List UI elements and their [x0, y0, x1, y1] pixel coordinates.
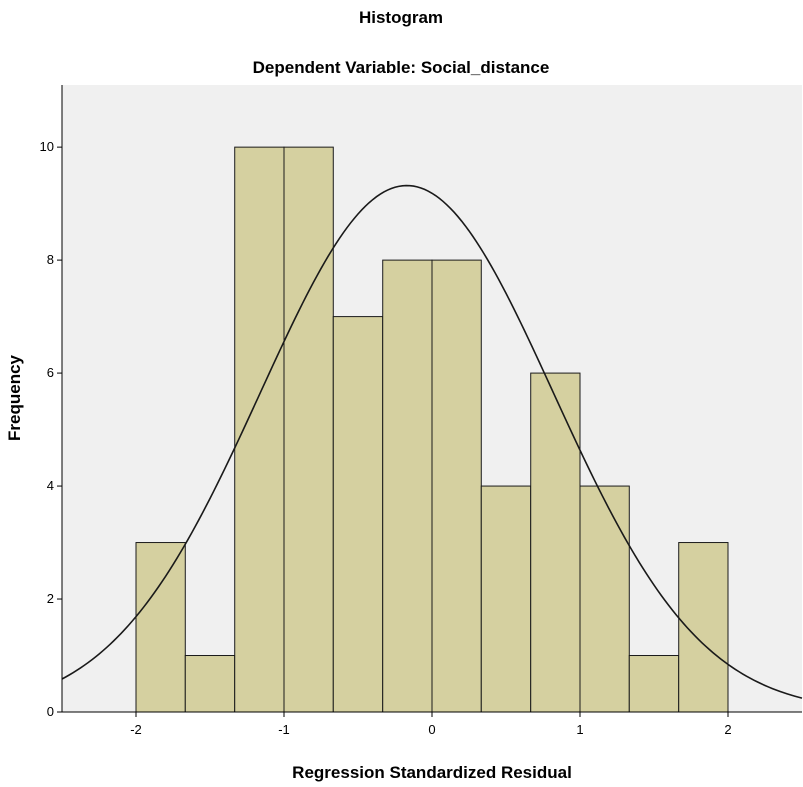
histogram-bar	[332, 316, 384, 713]
y-tick-label: 10	[40, 139, 54, 154]
y-tick-label: 8	[47, 252, 54, 267]
histogram-bar	[234, 146, 285, 713]
histogram-bar	[579, 485, 630, 713]
x-tick-label: -2	[130, 722, 142, 737]
y-tick-label: 4	[47, 478, 54, 493]
x-tick-label: 0	[428, 722, 435, 737]
normal-curve	[61, 184, 803, 699]
histogram-bar	[135, 542, 186, 713]
y-axis-label: Frequency	[5, 354, 24, 441]
bars-group	[135, 146, 729, 713]
x-tick-label: 1	[576, 722, 583, 737]
chart-subtitle: Dependent Variable: Social_distance	[253, 58, 550, 77]
y-tick-label: 6	[47, 365, 54, 380]
y-ticks-group: 0 2 4 6 8 10	[40, 139, 62, 719]
histogram-bar	[184, 655, 236, 713]
histogram-bar	[283, 146, 334, 713]
chart-title: Histogram	[359, 8, 443, 27]
histogram-bar	[530, 372, 581, 713]
x-ticks-group: -2 -1 0 1 2	[130, 712, 732, 737]
histogram-bar	[431, 259, 482, 713]
x-tick-label: -1	[278, 722, 290, 737]
y-tick-label: 2	[47, 591, 54, 606]
y-tick-label: 0	[47, 704, 54, 719]
histogram-bar	[480, 485, 532, 713]
x-tick-label: 2	[724, 722, 731, 737]
histogram-bar	[628, 655, 680, 713]
x-axis-label: Regression Standardized Residual	[292, 763, 572, 782]
histogram-bar	[382, 259, 433, 713]
